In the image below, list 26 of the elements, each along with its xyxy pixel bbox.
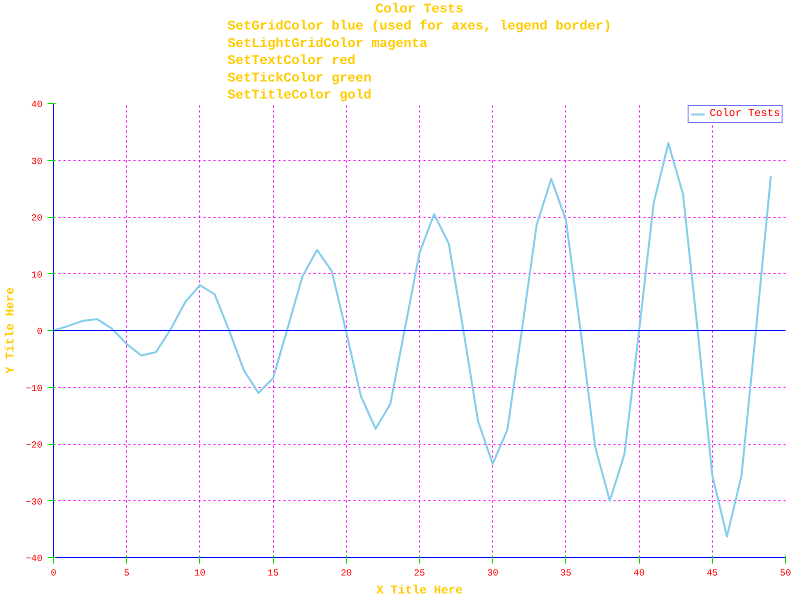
y-tick-label: 30 xyxy=(31,156,43,167)
x-tick-label: 30 xyxy=(487,568,499,578)
line-series xyxy=(54,142,772,538)
x-tick-label: 20 xyxy=(340,568,352,578)
x-tick-label: 25 xyxy=(414,568,426,578)
x-tick-label: 0 xyxy=(50,568,57,578)
x-tick-label: 50 xyxy=(780,568,792,578)
x-tick-label: 5 xyxy=(124,568,130,578)
x-tick-label: 35 xyxy=(560,568,572,578)
y-tick-label: 40 xyxy=(31,99,43,110)
x-tick-label: 40 xyxy=(634,568,646,578)
y-tick-label: −10 xyxy=(26,382,43,394)
x-tick-label: 15 xyxy=(268,568,279,578)
x-axis-title: X Title Here xyxy=(376,584,463,598)
y-tick-label: 10 xyxy=(31,269,43,280)
chart-subtitle: SetGridColor blue (used for axes, legend border) SetLightGridColor magenta SetTextColor red SetTickColor green SetTitleColor gold xyxy=(228,20,612,104)
y-tick-label: −30 xyxy=(26,496,43,508)
chart-title: Color Tests xyxy=(376,2,464,18)
y-tick-label: −40 xyxy=(26,553,43,564)
x-tick-label: 10 xyxy=(194,568,206,578)
y-axis-title: Y Title Here xyxy=(4,287,18,374)
y-tick-label: −20 xyxy=(26,440,43,450)
y-tick-label: 0 xyxy=(36,326,43,337)
legend-label: Color Tests xyxy=(710,108,780,120)
x-tick-label: 45 xyxy=(706,568,718,578)
y-tick-label: 20 xyxy=(31,212,43,224)
